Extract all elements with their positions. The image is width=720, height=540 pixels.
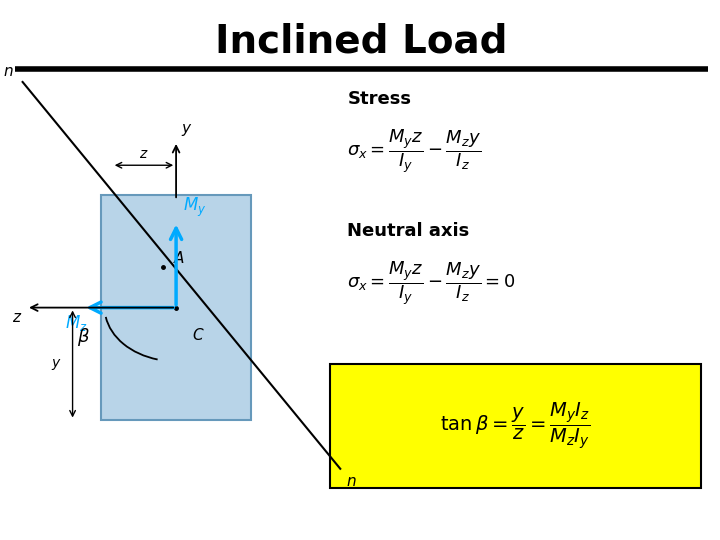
Text: Inclined Load: Inclined Load (215, 23, 508, 61)
Text: Stress: Stress (348, 90, 411, 108)
Text: $\sigma_x = \dfrac{M_y z}{I_y} - \dfrac{M_z y}{I_z}$: $\sigma_x = \dfrac{M_y z}{I_y} - \dfrac{… (348, 127, 482, 176)
Text: $n$: $n$ (346, 474, 356, 489)
Text: $M_y$: $M_y$ (183, 196, 207, 219)
Text: $z$: $z$ (139, 147, 149, 161)
Text: $n$: $n$ (4, 64, 14, 79)
FancyBboxPatch shape (330, 364, 701, 488)
Text: $\beta$: $\beta$ (77, 326, 90, 348)
Text: Neutral axis: Neutral axis (348, 221, 469, 240)
Text: $M_z$: $M_z$ (66, 313, 88, 333)
Text: $z$: $z$ (12, 310, 23, 325)
Bar (101, 195, 251, 421)
Text: $C$: $C$ (192, 327, 204, 342)
Text: $A$: $A$ (173, 249, 185, 266)
Text: $y$: $y$ (181, 123, 193, 138)
Text: $y$: $y$ (51, 356, 62, 372)
Text: $\sigma_x = \dfrac{M_y z}{I_y} - \dfrac{M_z y}{I_z} = 0$: $\sigma_x = \dfrac{M_y z}{I_y} - \dfrac{… (348, 259, 516, 307)
Text: $\tan \beta = \dfrac{y}{z} = \dfrac{M_y I_z}{M_z I_y}$: $\tan \beta = \dfrac{y}{z} = \dfrac{M_y … (440, 401, 590, 451)
